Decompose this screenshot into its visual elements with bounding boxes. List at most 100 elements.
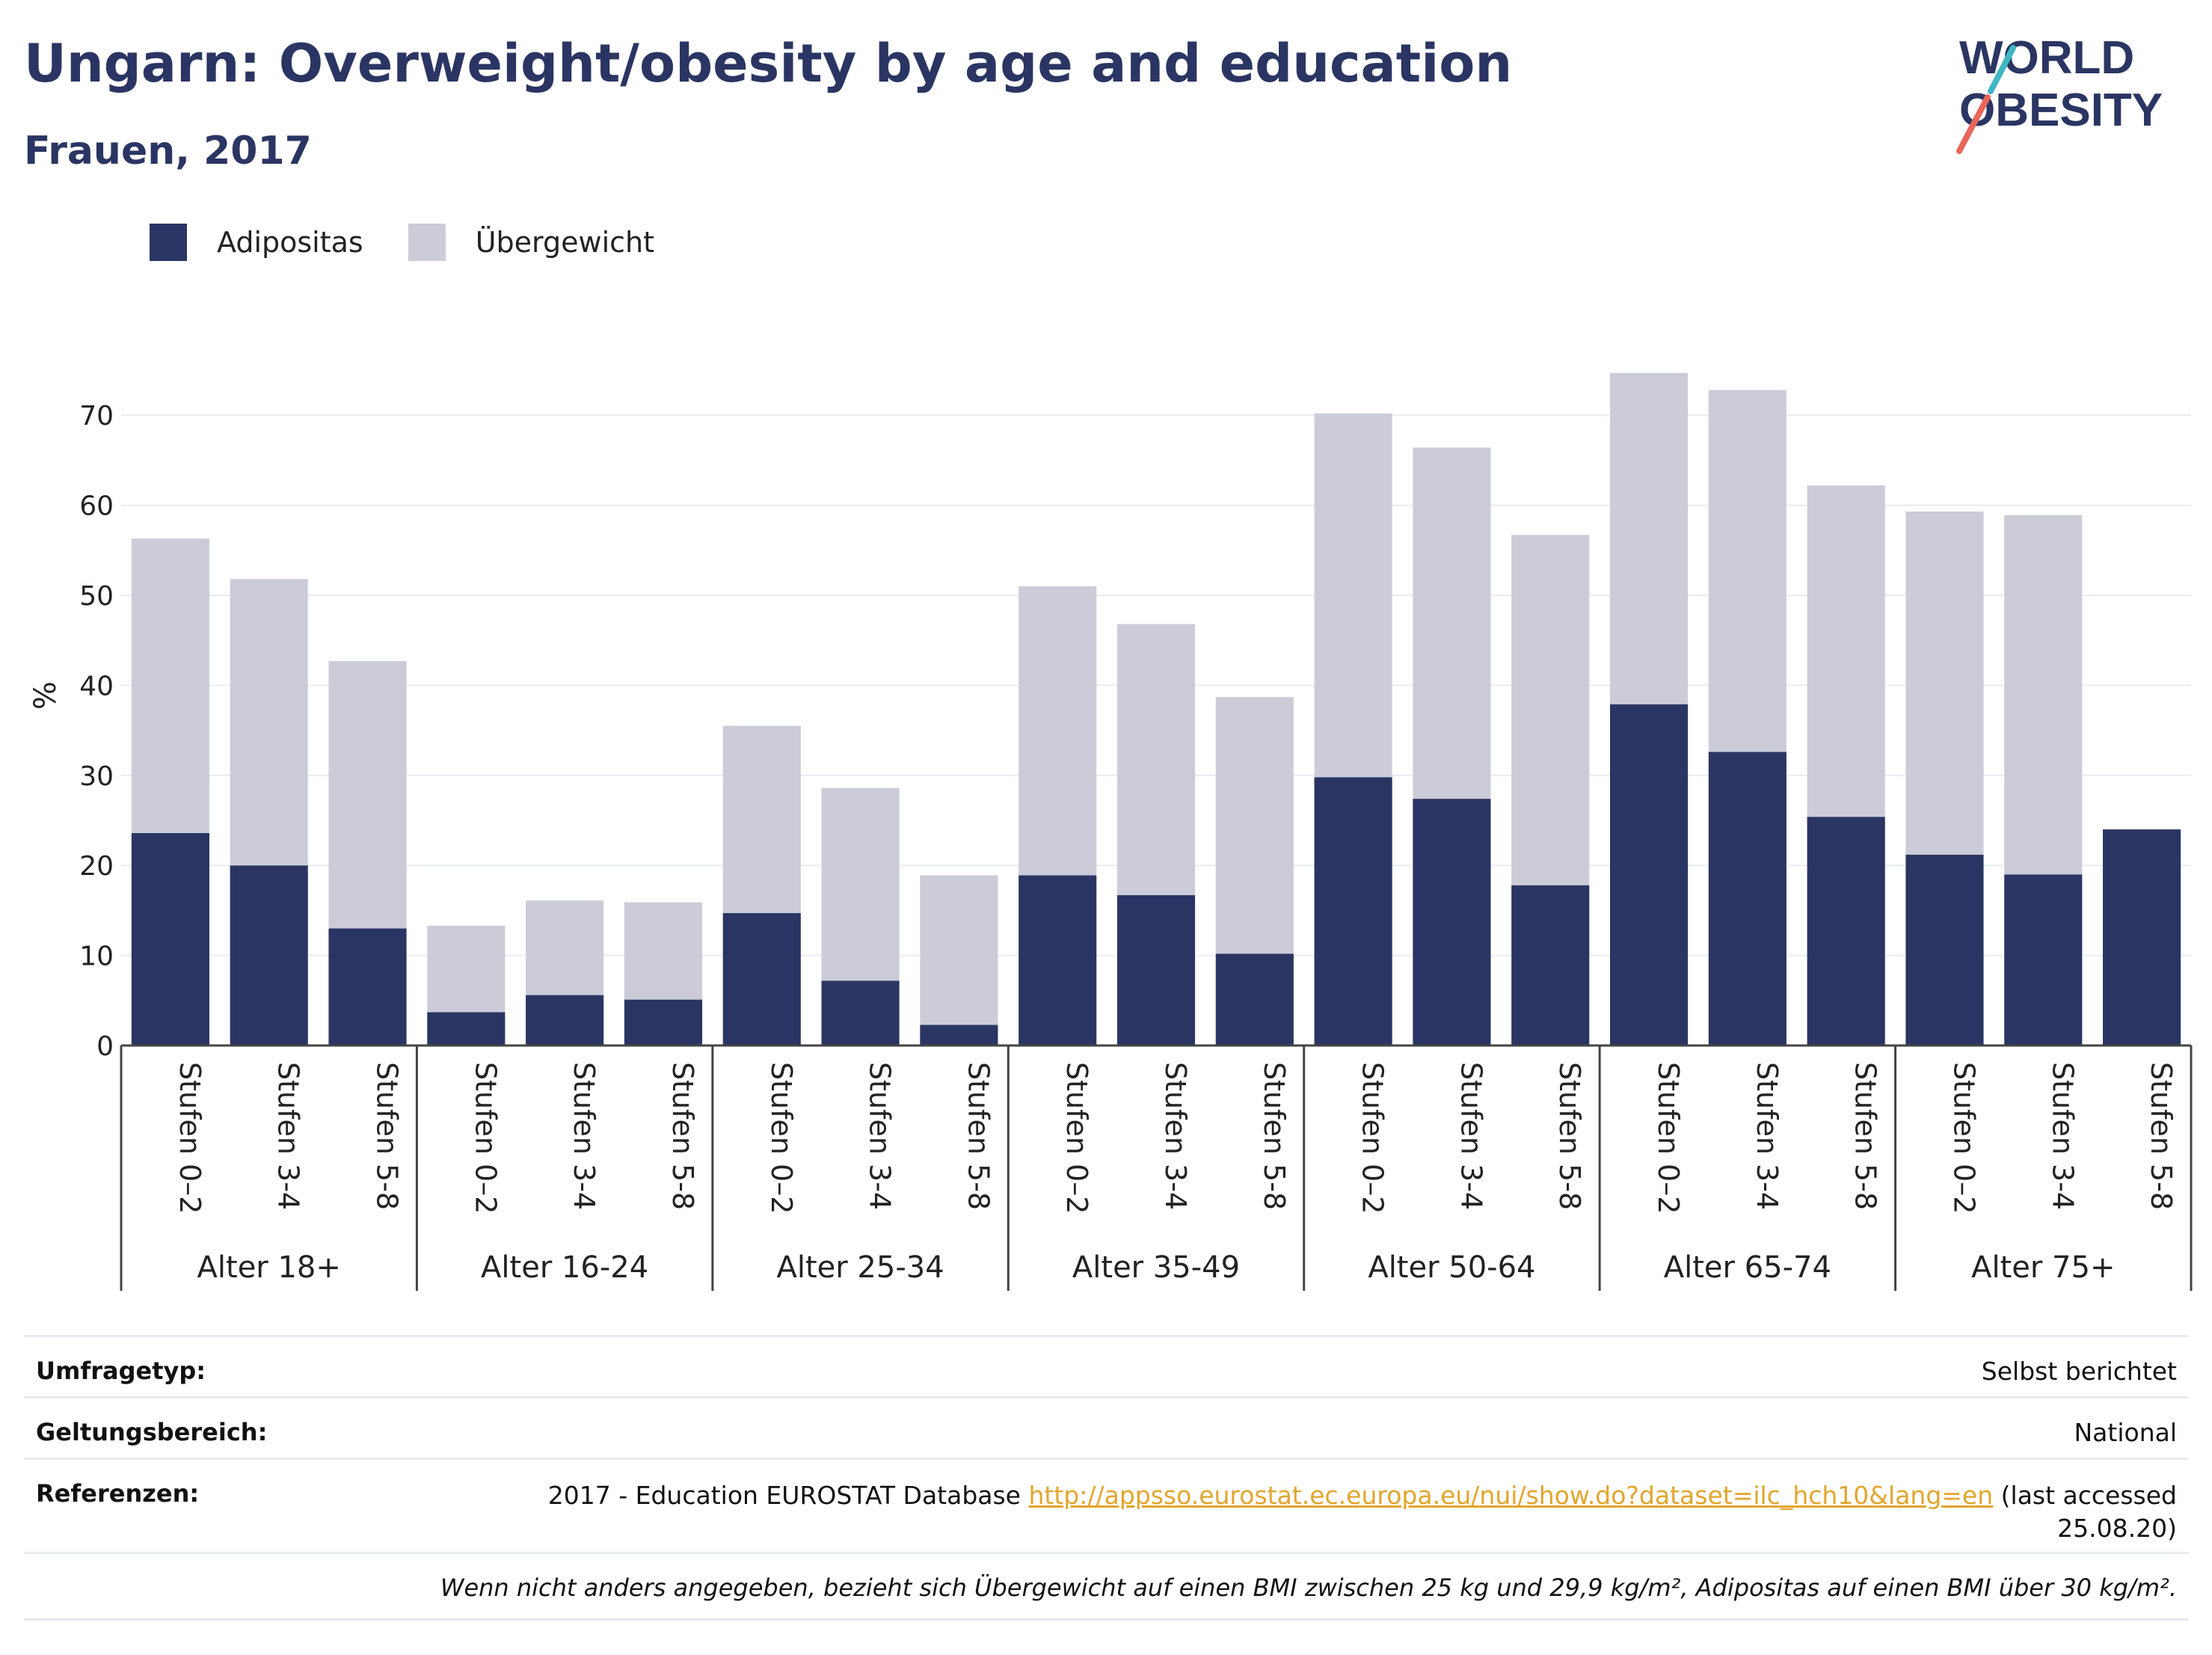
- survey-type-value: Selbst berichtet: [1981, 1357, 2177, 1386]
- group-label: Alter 35-49: [1072, 1250, 1240, 1285]
- legend-item-uebergewicht[interactable]: Übergewicht: [408, 224, 654, 261]
- svg-text:WORLD: WORLD: [1959, 32, 2134, 84]
- bar-adipositas: [2103, 829, 2181, 1045]
- bar-adipositas: [230, 865, 308, 1045]
- y-tick-label: 50: [79, 581, 114, 612]
- bar-uebergewicht: [722, 725, 801, 914]
- meta-row-references: Referenzen: 2017 - Education EUROSTAT Da…: [24, 1458, 2189, 1554]
- bar-adipositas: [328, 928, 407, 1045]
- reference-link[interactable]: http://appsso.eurostat.ec.europa.eu/nui/…: [1028, 1481, 1994, 1510]
- bar-adipositas: [1708, 752, 1787, 1045]
- bar-uebergewicht: [1314, 413, 1392, 778]
- legend-item-adipositas[interactable]: Adipositas: [150, 224, 363, 261]
- scope-label: Geltungsbereich:: [36, 1418, 268, 1446]
- reference-accessed-date: 25.08.20): [2057, 1514, 2177, 1543]
- x-tick-label: Stufen 0–2: [1947, 1062, 1980, 1214]
- meta-row-footnote: Wenn nicht anders angegeben, bezieht sic…: [24, 1552, 2189, 1621]
- x-tick-label: Stufen 3-4: [2046, 1062, 2079, 1210]
- bar-adipositas: [821, 980, 900, 1045]
- bar-adipositas: [1116, 894, 1196, 1045]
- legend-swatch-adipositas: [150, 224, 187, 261]
- world-obesity-logo: WORLD OBESITY: [1956, 32, 2163, 154]
- x-tick-label: Stufen 5-8: [1849, 1062, 1882, 1210]
- group-label: Alter 16-24: [481, 1250, 648, 1285]
- reference-suffix: (last accessed: [2000, 1481, 2177, 1510]
- x-tick-label: Stufen 0–2: [173, 1062, 206, 1214]
- bar-uebergewicht: [624, 902, 703, 1000]
- y-tick-label: 40: [79, 671, 114, 701]
- bar-uebergewicht: [1609, 372, 1689, 704]
- bar-uebergewicht: [821, 787, 900, 981]
- x-tick-label: Stufen 5-8: [666, 1062, 699, 1210]
- x-tick-label: Stufen 0–2: [1357, 1062, 1389, 1214]
- y-tick-label: 0: [96, 1031, 114, 1062]
- bar-adipositas: [920, 1025, 998, 1045]
- group-label: Alter 25-34: [776, 1250, 944, 1285]
- x-tick-label: Stufen 5-8: [2145, 1062, 2178, 1210]
- x-tick-label: Stufen 5-8: [371, 1062, 404, 1210]
- bar-uebergewicht: [1215, 697, 1294, 954]
- x-tick-label: Stufen 0–2: [1060, 1062, 1093, 1214]
- bar-adipositas: [2004, 874, 2083, 1045]
- references-label: Referenzen:: [36, 1479, 200, 1508]
- legend-swatch-uebergewicht: [408, 224, 446, 261]
- bar-uebergewicht: [526, 900, 604, 995]
- bar-uebergewicht: [1807, 485, 1885, 817]
- bar-uebergewicht: [1413, 447, 1491, 799]
- bar-adipositas: [1215, 954, 1294, 1045]
- legend-label-uebergewicht: Übergewicht: [475, 226, 654, 259]
- bar-uebergewicht: [1905, 512, 1984, 855]
- bar-adipositas: [1314, 777, 1392, 1045]
- bar-uebergewicht: [328, 660, 407, 929]
- bar-adipositas: [131, 832, 209, 1045]
- chart-legend: Adipositas Übergewicht: [150, 221, 699, 263]
- bar-adipositas: [427, 1012, 506, 1045]
- group-label: Alter 50-64: [1368, 1250, 1535, 1285]
- x-tick-label: Stufen 5-8: [1258, 1062, 1291, 1210]
- bar-adipositas: [624, 999, 703, 1045]
- x-tick-label: Stufen 3-4: [1454, 1062, 1487, 1210]
- group-label: Alter 65-74: [1664, 1250, 1831, 1285]
- bar-uebergewicht: [1511, 535, 1590, 885]
- y-axis-label: %: [28, 681, 63, 710]
- bar-uebergewicht: [920, 875, 998, 1025]
- x-tick-label: Stufen 5-8: [962, 1062, 995, 1210]
- scope-value: National: [2074, 1418, 2177, 1447]
- group-label: Alter 75+: [1971, 1250, 2115, 1285]
- bar-adipositas: [526, 995, 604, 1045]
- bar-adipositas: [1609, 704, 1689, 1045]
- bar-uebergewicht: [427, 925, 506, 1013]
- bar-uebergewicht: [1116, 624, 1196, 895]
- bar-adipositas: [1019, 875, 1097, 1045]
- y-tick-label: 10: [79, 942, 114, 972]
- stacked-bar-chart: 0 10 20 30 40 50 60 70% Stufen 0–2 Stufen 3-4 Stuf…: [28, 372, 2193, 1291]
- x-tick-label: Stufen 3-4: [1159, 1062, 1192, 1210]
- bar-uebergewicht: [131, 538, 209, 833]
- x-tick-label: Stufen 3-4: [568, 1062, 600, 1210]
- bmi-footnote: Wenn nicht anders angegeben, bezieht sic…: [440, 1573, 2177, 1602]
- bar-uebergewicht: [1019, 586, 1097, 876]
- y-tick-label: 30: [79, 761, 114, 792]
- x-tick-label: Stufen 3-4: [272, 1062, 305, 1210]
- x-tick-label: Stufen 0–2: [765, 1062, 798, 1214]
- reference-prefix: 2017 - Education EUROSTAT Database: [547, 1481, 1021, 1510]
- meta-row-scope: Geltungsbereich: National: [24, 1396, 2189, 1460]
- x-tick-label: Stufen 5-8: [1553, 1062, 1586, 1210]
- bar-adipositas: [1511, 885, 1590, 1045]
- bar-adipositas: [1807, 817, 1885, 1045]
- x-tick-label: Stufen 3-4: [864, 1062, 897, 1210]
- bar-uebergewicht: [1708, 390, 1787, 752]
- x-tick-label: Stufen 3-4: [1751, 1062, 1784, 1210]
- y-tick-label: 60: [79, 491, 114, 522]
- meta-row-survey: Umfragetyp: Selbst berichtet: [24, 1335, 2189, 1398]
- bar-adipositas: [722, 913, 801, 1045]
- bar-adipositas: [1413, 799, 1491, 1045]
- chart-subtitle: Frauen, 2017: [24, 129, 312, 174]
- svg-text:OBESITY: OBESITY: [1959, 85, 2163, 136]
- survey-type-label: Umfragetyp:: [36, 1357, 206, 1385]
- x-tick-label: Stufen 0–2: [1652, 1062, 1685, 1214]
- bar-uebergewicht: [230, 579, 308, 866]
- y-tick-label: 20: [79, 851, 114, 882]
- references-value: 2017 - Education EUROSTAT Database http:…: [548, 1479, 2177, 1545]
- chart-title: Ungarn: Overweight/obesity by age and ed…: [24, 33, 1513, 94]
